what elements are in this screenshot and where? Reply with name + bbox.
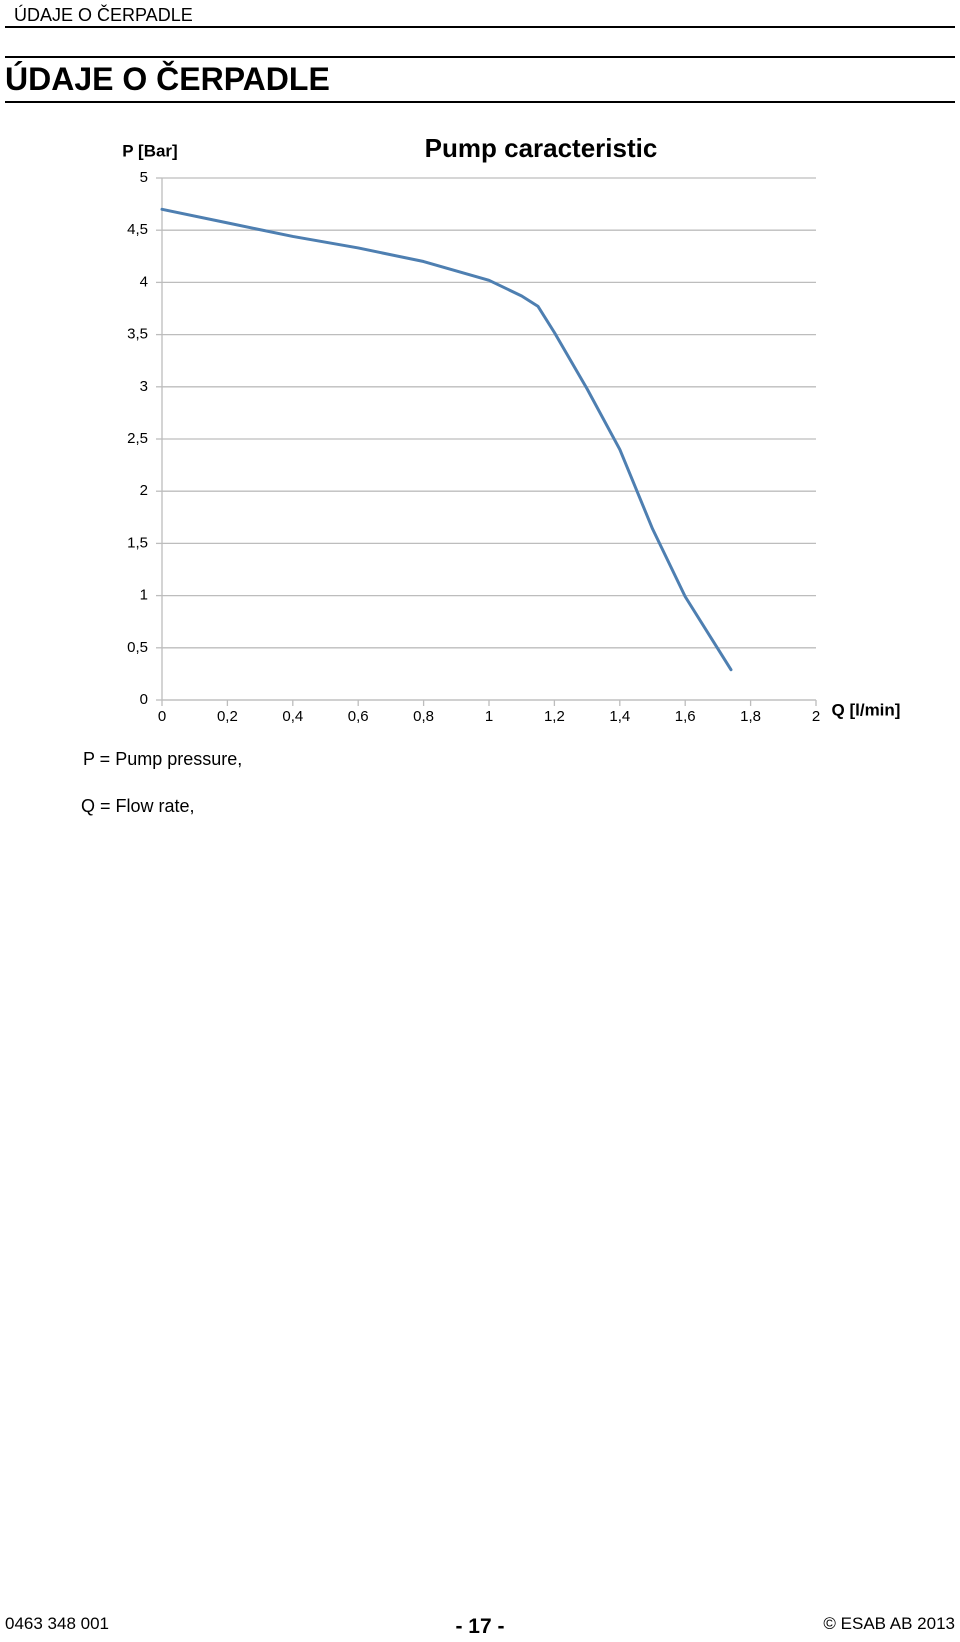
title-rule-bottom [5, 101, 955, 103]
y-tick-label: 4,5 [127, 221, 148, 238]
x-tick-label: 0,4 [282, 708, 303, 725]
page-title: ÚDAJE O ČERPADLE [5, 61, 330, 97]
data-line [160, 207, 733, 672]
x-tick-label: 0,6 [348, 708, 369, 725]
x-tick-label: 1,6 [675, 708, 696, 725]
y-tick-label: 0,5 [127, 639, 148, 656]
y-tick-label: 3 [140, 378, 148, 395]
y-tick-label: 0 [140, 691, 148, 708]
title-rule-top [5, 56, 955, 58]
chart: Pump caracteristic P [Bar] Q [l/min] 0 0,… [122, 133, 901, 725]
x-tick-label: 0 [158, 708, 166, 725]
doc-number: 0463 348 001 [5, 1614, 109, 1633]
y-tick-label: 4 [140, 273, 148, 290]
y-axis-label: P [Bar] [122, 141, 177, 160]
y-tick-label: 5 [140, 169, 148, 186]
x-tick-label: 1,4 [609, 708, 630, 725]
x-tick-label: 1 [485, 708, 493, 725]
y-tick-label: 3,5 [127, 326, 148, 343]
y-tick-label: 2 [140, 482, 148, 499]
note: Q = Flow rate, [81, 796, 195, 816]
header-rule [5, 26, 955, 28]
x-tick-label: 0,8 [413, 708, 434, 725]
chart-title: Pump caracteristic [425, 133, 658, 163]
y-tick-label: 2,5 [127, 430, 148, 447]
page-number: - 17 - [455, 1615, 505, 1638]
x-axis-label: Q [l/min] [832, 700, 901, 719]
note: P = Pump pressure, [83, 749, 243, 769]
x-tick-label: 2 [812, 708, 820, 725]
x-tick-label: 0,2 [217, 708, 238, 725]
x-tick-label: 1,8 [740, 708, 761, 725]
running-title: ÚDAJE O ČERPADLE [14, 5, 193, 25]
y-tick-label: 1,5 [127, 534, 148, 551]
x-tick-label: 1,2 [544, 708, 565, 725]
y-tick-label: 1 [140, 587, 148, 604]
copyright: © ESAB AB 2013 [823, 1614, 955, 1633]
